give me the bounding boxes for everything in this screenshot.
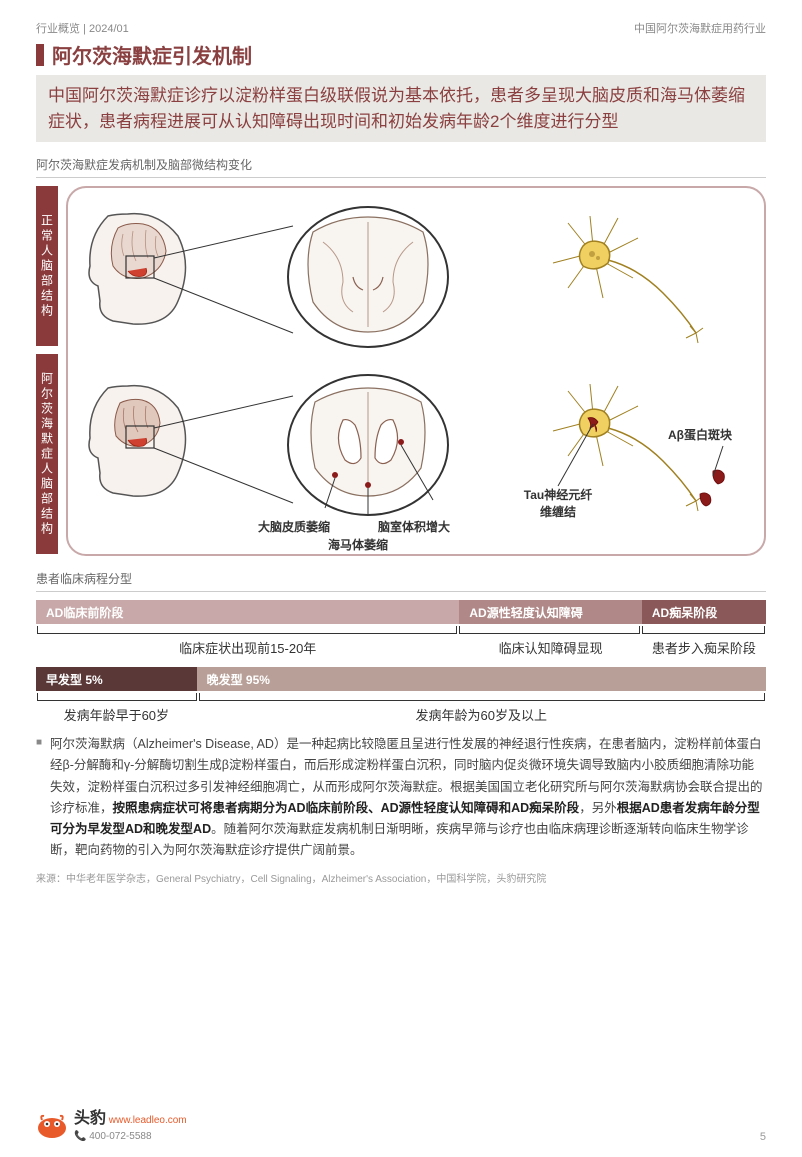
section1-label: 阿尔茨海默症发病机制及脑部微结构变化 (36, 156, 766, 173)
page-number: 5 (760, 1131, 766, 1143)
stage-segment: 早发型 5% (36, 667, 197, 691)
brain-diagram-area: 正常人脑部结构 阿尔茨海默症人脑部结构 (36, 186, 766, 556)
brand-name: 头豹 (74, 1110, 106, 1127)
stage-group-1: AD临床前阶段AD源性轻度认知障碍AD痴呆阶段 临床症状出现前15-20年临床认… (36, 600, 766, 657)
section2-label: 患者临床病程分型 (36, 570, 766, 587)
stage-segment: AD临床前阶段 (36, 600, 459, 624)
stage-segment: AD源性轻度认知障碍 (459, 600, 642, 624)
stage-bracket (199, 693, 765, 701)
neuron-normal (518, 208, 718, 348)
vlabel-normal: 正常人脑部结构 (36, 186, 58, 346)
stage-desc: 患者步入痴呆阶段 (642, 638, 766, 657)
stage-desc: 发病年龄早于60岁 (36, 705, 197, 724)
footer: 头豹 www.leadleo.com 📞 400-072-5588 5 (36, 1109, 766, 1143)
zoom-lines-bottom (148, 388, 298, 508)
page-title: 阿尔茨海默症引发机制 (52, 40, 252, 69)
annot-cortex: 大脑皮质萎缩 (258, 518, 330, 535)
body-text-span: 按照患病症状可将患者病期分为AD临床前阶段、AD源性轻度认知障碍和AD痴呆阶段 (113, 801, 580, 815)
annot-abeta: Aβ蛋白斑块 (668, 426, 732, 443)
stage-desc: 临床认知障碍显现 (459, 638, 642, 657)
divider-2 (36, 591, 766, 592)
header-left: 行业概览 | 2024/01 (36, 20, 129, 36)
brand-url: www.leadleo.com (109, 1115, 187, 1126)
diagram-box: 大脑皮质萎缩 脑室体积增大 海马体萎缩 Tau神经元纤维缠结 Aβ蛋白斑块 (66, 186, 766, 556)
stage-bracket (37, 626, 457, 634)
stage-bracket (37, 693, 197, 701)
vlabel-ad: 阿尔茨海默症人脑部结构 (36, 354, 58, 554)
body-text-span: ，另外 (579, 801, 617, 815)
annot-tau: Tau神经元纤维缠结 (518, 486, 598, 520)
body-paragraph: 阿尔茨海默病（Alzheimer's Disease, AD）是一种起病比较隐匿… (36, 734, 766, 862)
stage-bracket (642, 626, 765, 634)
stage-bracket (459, 626, 640, 634)
subtitle: 中国阿尔茨海默症诊疗以淀粉样蛋白级联假说为基本依托，患者多呈现大脑皮质和海马体萎… (36, 75, 766, 142)
coronal-ad (283, 370, 453, 520)
stage-segment: AD痴呆阶段 (642, 600, 766, 624)
stage-group-2: 早发型 5%晚发型 95% 发病年龄早于60岁发病年龄为60岁及以上 (36, 667, 766, 724)
logo-icon (36, 1112, 68, 1140)
stage-segment: 晚发型 95% (197, 667, 766, 691)
zoom-lines-top (148, 218, 298, 338)
header-right: 中国阿尔茨海默症用药行业 (634, 20, 766, 36)
title-row: 阿尔茨海默症引发机制 (36, 40, 766, 69)
stage-desc: 发病年龄为60岁及以上 (197, 705, 766, 724)
stage-desc: 临床症状出现前15-20年 (36, 638, 459, 657)
brand-phone: 📞 400-072-5588 (74, 1130, 187, 1143)
divider (36, 177, 766, 178)
source-line: 来源：中华老年医学杂志，General Psychiatry，Cell Sign… (36, 870, 766, 885)
annot-ventricle: 脑室体积增大 (378, 518, 450, 535)
title-accent-bar (36, 44, 44, 66)
coronal-normal (283, 202, 453, 352)
annot-hippocampus: 海马体萎缩 (328, 536, 388, 553)
